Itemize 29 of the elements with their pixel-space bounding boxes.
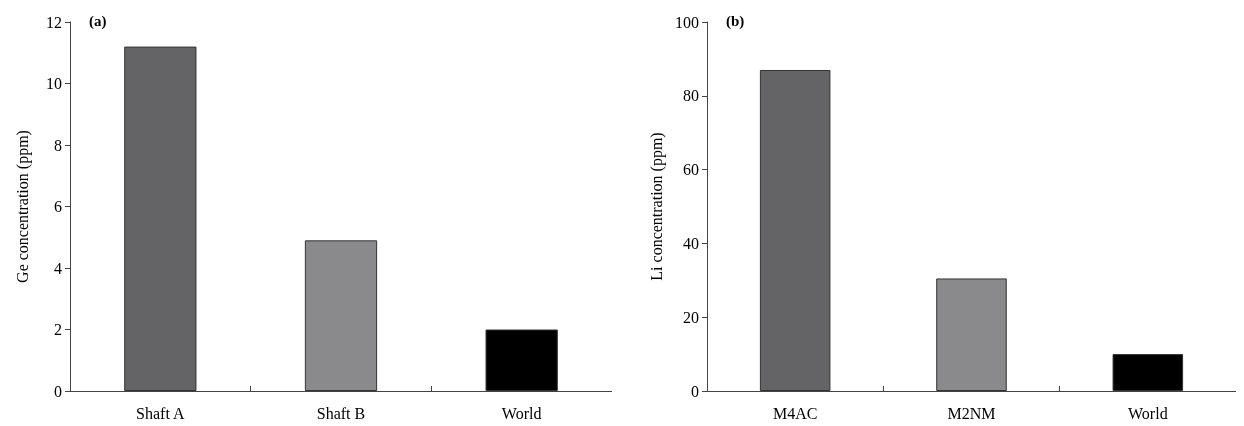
y-tick-label: 0 — [54, 382, 62, 400]
y-axis-title: Ge concentration (ppm) — [13, 130, 32, 283]
bar — [1112, 354, 1184, 391]
y-tick-label: 10 — [46, 75, 62, 92]
chart-title: (a) — [89, 12, 107, 30]
bar — [936, 278, 1007, 391]
bar — [759, 69, 831, 391]
bar — [124, 46, 197, 391]
x-tick-label: Shaft A — [136, 404, 185, 422]
bar — [485, 329, 558, 391]
y-tick-label: 80 — [683, 87, 699, 105]
y-tick-label: 100 — [675, 13, 699, 31]
chart-title: (b) — [726, 12, 745, 30]
x-tick-label: World — [501, 404, 542, 422]
bar — [304, 240, 378, 391]
y-tick-label: 4 — [54, 259, 62, 277]
y-tick-label: 12 — [46, 13, 62, 31]
y-tick-label: 60 — [683, 161, 699, 179]
x-tick-label: World — [1128, 404, 1168, 422]
y-tick-label: 2 — [54, 321, 62, 338]
x-tick-label: M2NM — [947, 404, 996, 422]
x-tick-label: M4AC — [772, 404, 818, 422]
y-tick-label: 40 — [683, 234, 699, 252]
y-tick-label: 20 — [683, 308, 699, 326]
y-tick-label: 8 — [54, 136, 62, 154]
y-axis-title: Li concentration (ppm) — [647, 132, 666, 281]
x-tick-label: Shaft B — [316, 404, 366, 422]
y-tick-label: 6 — [54, 198, 62, 215]
y-tick-label: 0 — [691, 382, 699, 400]
